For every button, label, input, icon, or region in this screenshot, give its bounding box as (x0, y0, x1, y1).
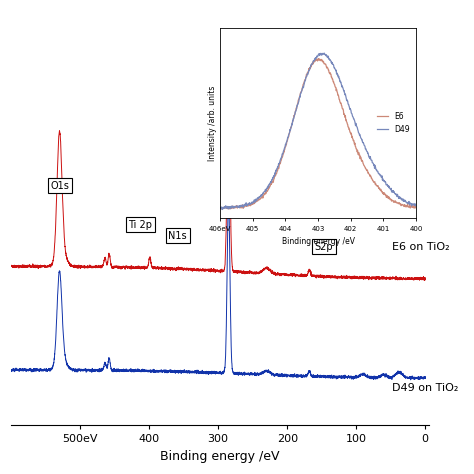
Text: C1s: C1s (233, 65, 251, 75)
Text: O1s: O1s (50, 181, 69, 191)
Text: S2p: S2p (315, 242, 333, 252)
Text: N1s: N1s (168, 231, 187, 241)
Text: E6 on TiO₂: E6 on TiO₂ (392, 242, 450, 252)
Text: D49 on TiO₂: D49 on TiO₂ (392, 383, 458, 393)
X-axis label: Binding energy /eV: Binding energy /eV (160, 450, 280, 463)
Text: Ti 2p: Ti 2p (128, 220, 153, 230)
